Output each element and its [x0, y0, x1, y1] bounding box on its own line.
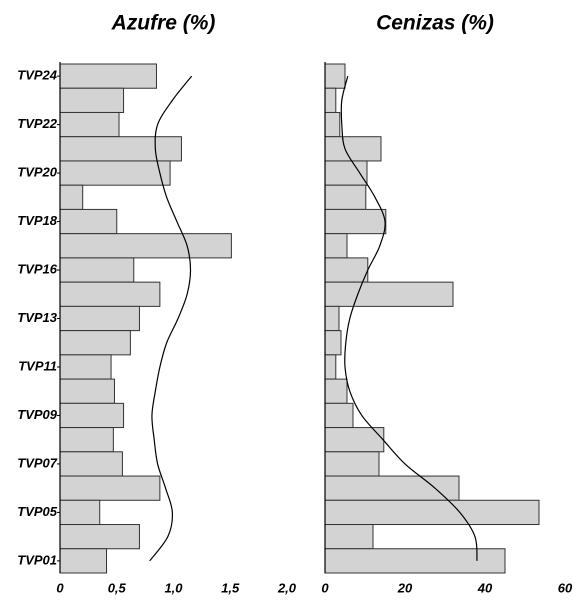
x-tick-label: 2,0	[277, 580, 297, 595]
bar	[59, 111, 120, 138]
y-tick-label: TVP01	[17, 552, 57, 567]
y-tick-label: TVP18	[17, 213, 58, 228]
bar	[324, 233, 348, 259]
bar	[324, 111, 341, 138]
chart-title: Cenizas (%)	[376, 12, 494, 35]
x-tick-label: 1,0	[164, 580, 183, 595]
bar	[324, 548, 506, 574]
x-tick-label: 0,5	[108, 580, 127, 595]
y-tick-label: TVP13	[17, 310, 58, 325]
bar	[59, 451, 123, 477]
x-tick-label: 40	[477, 580, 493, 595]
bar	[324, 257, 369, 283]
y-tick-label: TVP07	[17, 455, 58, 470]
bar	[324, 87, 337, 113]
bar	[324, 63, 346, 89]
y-tick-label: TVP09	[17, 407, 58, 422]
bar	[59, 257, 135, 283]
bar	[324, 208, 387, 235]
x-tick-label: 0	[321, 580, 329, 595]
bar	[59, 87, 125, 113]
bar	[324, 378, 348, 404]
bar	[59, 208, 118, 235]
x-tick-label: 1,5	[221, 580, 240, 595]
bar	[324, 402, 354, 429]
bar	[324, 354, 337, 380]
bar	[324, 160, 368, 186]
bar	[324, 330, 342, 356]
bar	[59, 378, 115, 404]
bar	[324, 305, 340, 332]
y-tick-label: TVP24	[17, 68, 58, 83]
bar	[59, 281, 161, 307]
bar	[324, 281, 454, 307]
bar	[59, 427, 114, 453]
bar	[324, 184, 367, 210]
bar	[59, 548, 108, 574]
bar	[59, 305, 140, 332]
bar	[59, 160, 171, 186]
bar	[59, 136, 182, 162]
x-tick-label: 0	[56, 580, 64, 595]
x-tick-label: 60	[558, 580, 573, 595]
trend-curve	[340, 75, 478, 561]
y-tick-label: TVP22	[17, 116, 58, 131]
y-tick-label: TVP20	[17, 165, 58, 180]
bar	[59, 330, 131, 356]
x-tick-label: 20	[397, 580, 413, 595]
y-tick-label: TVP16	[17, 261, 58, 276]
bar	[59, 499, 101, 526]
bar	[59, 354, 112, 380]
bar	[59, 184, 84, 210]
bar	[59, 524, 140, 550]
bar	[59, 402, 125, 429]
bar	[59, 475, 161, 501]
bar	[59, 63, 157, 89]
y-tick-label: TVP11	[18, 358, 57, 373]
bar	[324, 499, 540, 526]
trend-curve	[149, 75, 193, 562]
bar	[324, 524, 374, 550]
bar	[324, 136, 382, 162]
bar	[324, 475, 460, 501]
bar	[324, 451, 380, 477]
chart-title: Azufre (%)	[111, 12, 216, 35]
bar	[59, 233, 232, 259]
y-tick-label: TVP05	[17, 504, 58, 519]
